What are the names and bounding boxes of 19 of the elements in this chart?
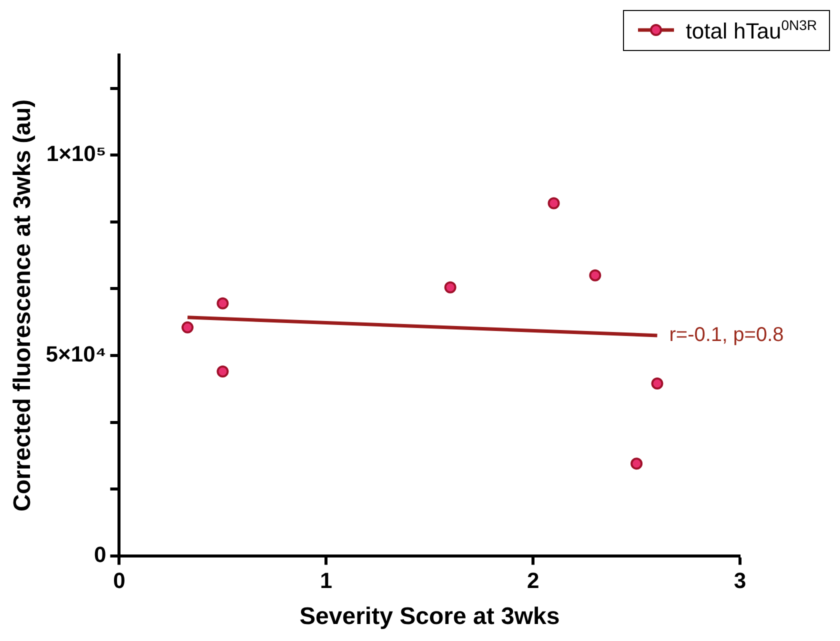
x-tick-label: 2 [526,568,540,594]
x-tick-label: 3 [734,568,746,594]
y-axis-title: Corrected fluorescence at 3wks (au) [9,99,36,512]
point [216,297,229,310]
y-tick-label: 1×10⁵ [46,141,106,166]
point [216,366,229,378]
point [589,269,602,282]
annotation: r=-0.1, p=0.8 [669,324,784,346]
y-tick-label: 0 [94,542,106,567]
point [630,458,643,470]
point [182,321,194,334]
y-tick-label: 5×10⁴ [46,342,106,367]
point [651,378,664,390]
legend-label: total hTau$^{0N3R}$ [686,17,817,44]
point [548,197,560,210]
point [444,281,456,294]
x-axis-title: Severity Score at 3wks [300,603,560,630]
x-tick-label: 0 [113,568,126,594]
x-tick-label: 1 [320,568,332,594]
